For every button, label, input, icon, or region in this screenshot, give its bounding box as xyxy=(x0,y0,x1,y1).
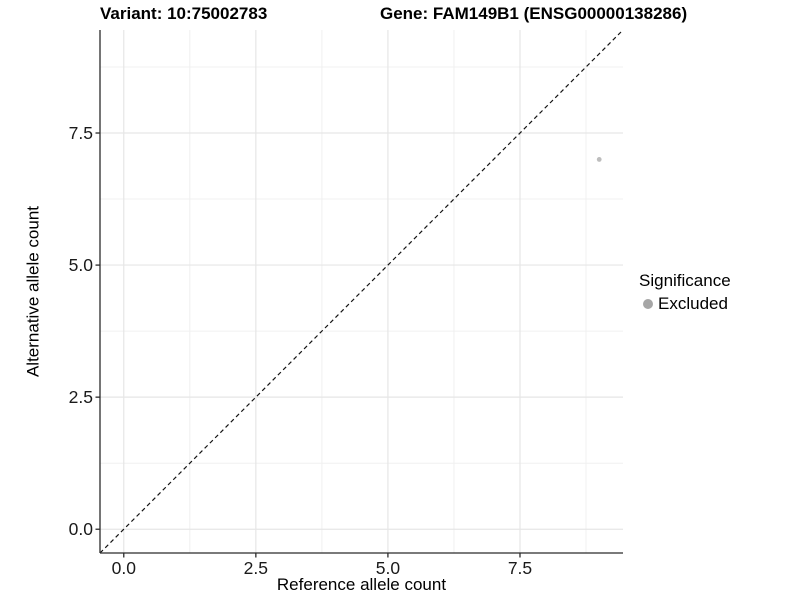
legend: Significance Excluded xyxy=(639,271,731,314)
y-tick-label: 0.0 xyxy=(68,519,93,540)
data-point xyxy=(596,157,602,162)
x-tick-label: 5.0 xyxy=(375,558,401,578)
y-axis-tick-labels: 0.0 2.5 5.0 7.5 xyxy=(0,0,93,600)
y-tick-label: 2.5 xyxy=(68,387,93,408)
legend-title: Significance xyxy=(639,271,731,290)
y-axis-title: Alternative allele count xyxy=(23,205,43,378)
legend-entry-label: Excluded xyxy=(658,294,728,313)
x-tick-label: 2.5 xyxy=(243,558,268,578)
x-axis-tick-labels: 0.0 2.5 5.0 7.5 xyxy=(0,558,800,580)
gene-title: Gene: FAM149B1 (ENSG00000138286) xyxy=(380,4,688,23)
y-tick-label: 7.5 xyxy=(68,123,93,143)
x-axis-title: Reference allele count xyxy=(276,575,447,594)
y-tick-label: 5.0 xyxy=(68,255,93,276)
legend-entry-excluded: Excluded xyxy=(639,294,731,314)
x-tick-label: 7.5 xyxy=(507,558,533,578)
variant-title: Variant: 10:75002783 xyxy=(100,4,268,23)
x-tick-label: 0.0 xyxy=(111,558,136,578)
legend-dot-icon xyxy=(643,299,653,309)
identity-dashed-line xyxy=(99,29,624,554)
